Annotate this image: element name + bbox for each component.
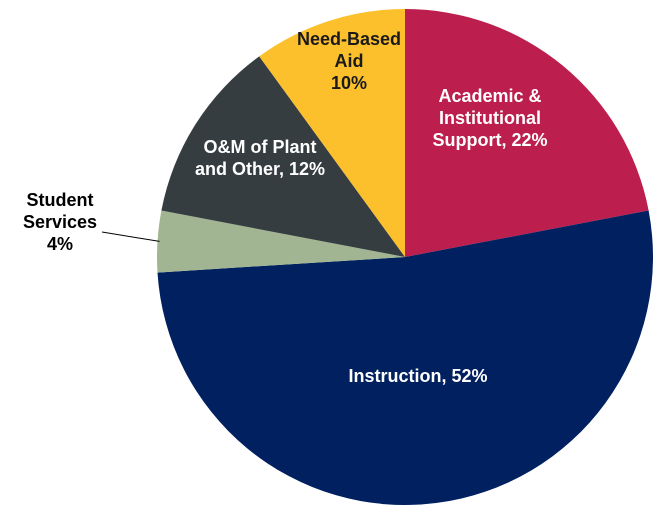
slice-label-4: Need-Based Aid 10% [297,29,401,93]
leader-lines [101,231,160,242]
slice-label-3-line-0: O&M of Plant [204,137,317,157]
slice-label-4-line-0: Need-Based [297,29,401,49]
slice-label-2-line-2: 4% [47,234,73,254]
slice-label-2: Student Services 4% [23,190,97,254]
pie-slice-2 [156,210,405,273]
slice-label-0: Academic & Institutional Support, 22% [432,86,547,150]
pie-slice-3 [161,56,405,257]
slice-labels: Academic & Institutional Support, 22% Instr… [23,29,548,386]
slice-label-0-line-2: Support, 22% [432,130,547,150]
pie-slice-0 [405,9,649,257]
slice-label-1: Instruction, 52% [348,366,487,386]
slice-label-0-line-0: Academic & [438,86,541,106]
slice-label-4-line-2: 10% [331,73,367,93]
leader-line-2 [101,231,160,242]
slice-label-3: O&M of Plant and Other, 12% [195,137,325,179]
slice-label-3-line-1: and Other, 12% [195,159,325,179]
slice-label-2-line-0: Student [27,190,94,210]
pie-slices [156,8,653,505]
slice-label-2-line-1: Services [23,212,97,232]
slice-label-1-line-0: Instruction, 52% [348,366,487,386]
pie-slice-1 [157,210,653,505]
slice-label-0-line-1: Institutional [439,108,541,128]
pie-slice-4 [259,8,405,257]
slice-label-4-line-1: Aid [335,51,364,71]
